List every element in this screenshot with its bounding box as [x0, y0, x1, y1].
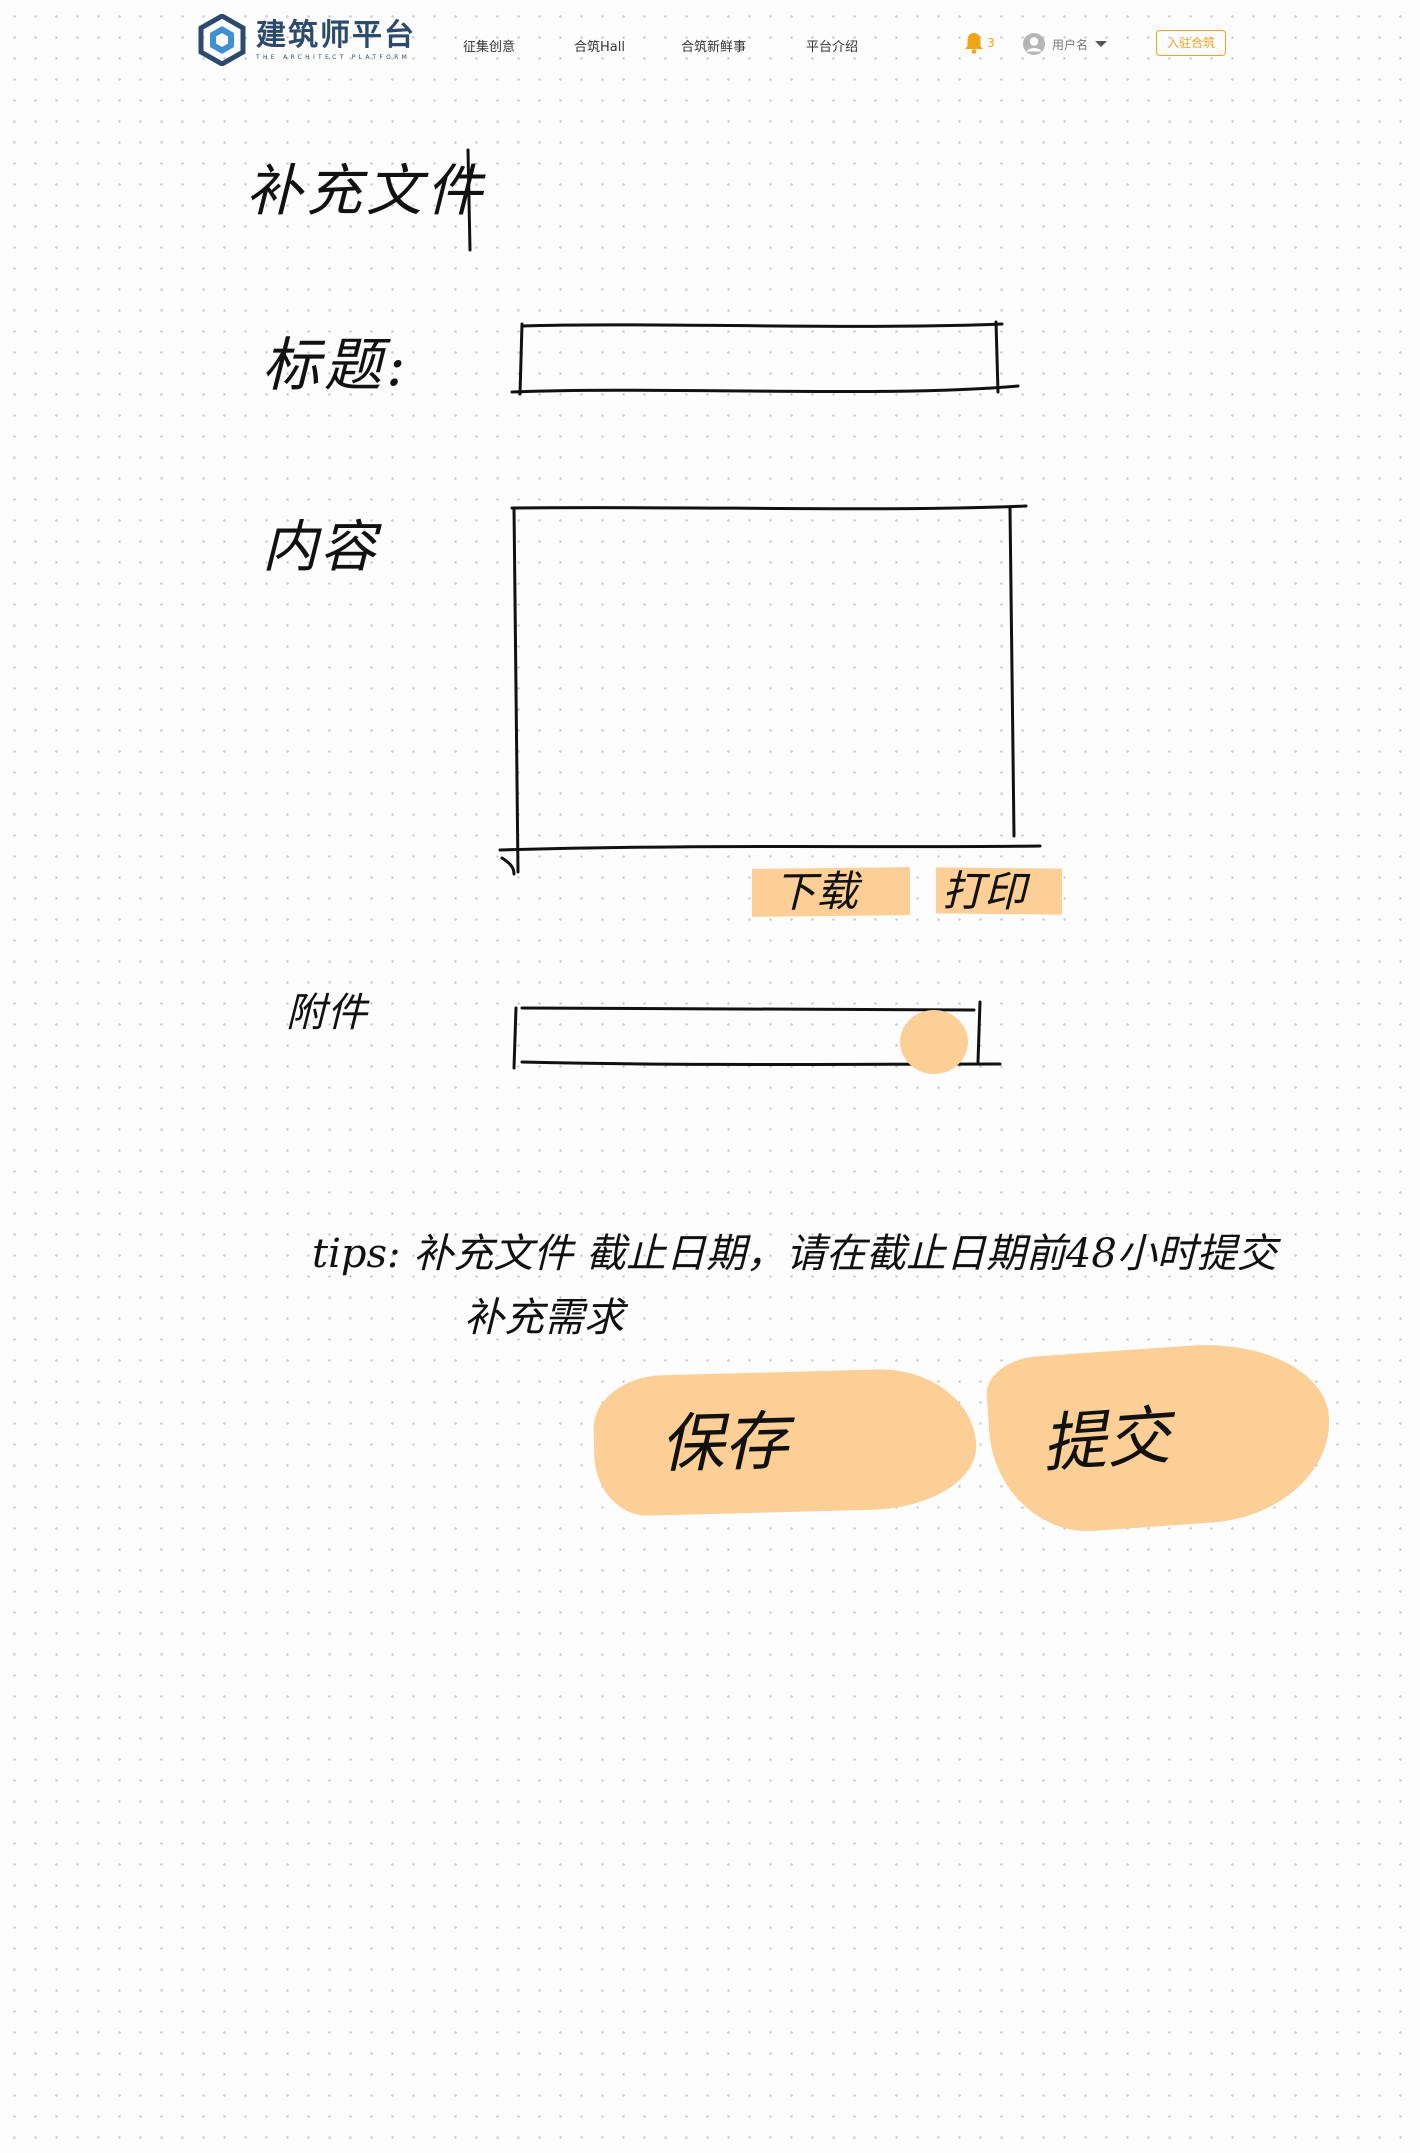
notifications[interactable]: 3 [964, 32, 995, 54]
bell-icon [965, 33, 983, 54]
logo-subtitle: THE ARCHITECT PLATFORM [256, 53, 411, 61]
submit-button[interactable]: 提交 [984, 1336, 1336, 1538]
join-button[interactable]: 入驻合筑 [1156, 30, 1226, 56]
print-button[interactable]: 打印 [936, 866, 1062, 916]
hexagon-logo-icon [198, 14, 246, 66]
logo-title: 建筑师平台 [256, 17, 416, 53]
attachment-upload-handle[interactable] [900, 1010, 968, 1074]
attachment-field[interactable] [520, 1008, 960, 1066]
page-title: 补充文件 [246, 159, 486, 224]
top-navigation: 建筑师平台 THE ARCHITECT PLATFORM 征集创意 合筑Hall… [0, 0, 1420, 90]
nav-link-about[interactable]: 平台介绍 [806, 40, 859, 55]
avatar-icon [1023, 33, 1045, 55]
download-button[interactable]: 下载 [752, 867, 910, 917]
tips-note: tips: 补充文件 截止日期，请在截止日期前48小时提交 补充需求 [312, 1222, 1277, 1350]
save-button[interactable]: 保存 [592, 1367, 978, 1517]
platform-logo[interactable]: 建筑师平台 THE ARCHITECT PLATFORM [196, 14, 416, 66]
user-menu[interactable]: 用户名 [1022, 32, 1108, 56]
tips-line-1: tips: 补充文件 截止日期，请在截止日期前48小时提交 [312, 1231, 1277, 1277]
attachment-label: 附件 [286, 990, 368, 1036]
content-label: 内容 [262, 515, 378, 580]
notification-count: 3 [987, 36, 995, 50]
username: 用户名 [1052, 37, 1089, 52]
nav-link-news[interactable]: 合筑新鲜事 [681, 40, 747, 55]
content-textarea[interactable] [520, 510, 1004, 840]
chevron-down-icon [1095, 41, 1108, 47]
nav-link-hall[interactable]: 合筑Hall [574, 40, 625, 55]
title-input[interactable] [518, 326, 1004, 388]
title-label: 标题: [262, 331, 410, 399]
tips-line-2: 补充需求 [464, 1295, 624, 1341]
nav-link-ideas[interactable]: 征集创意 [463, 40, 516, 55]
